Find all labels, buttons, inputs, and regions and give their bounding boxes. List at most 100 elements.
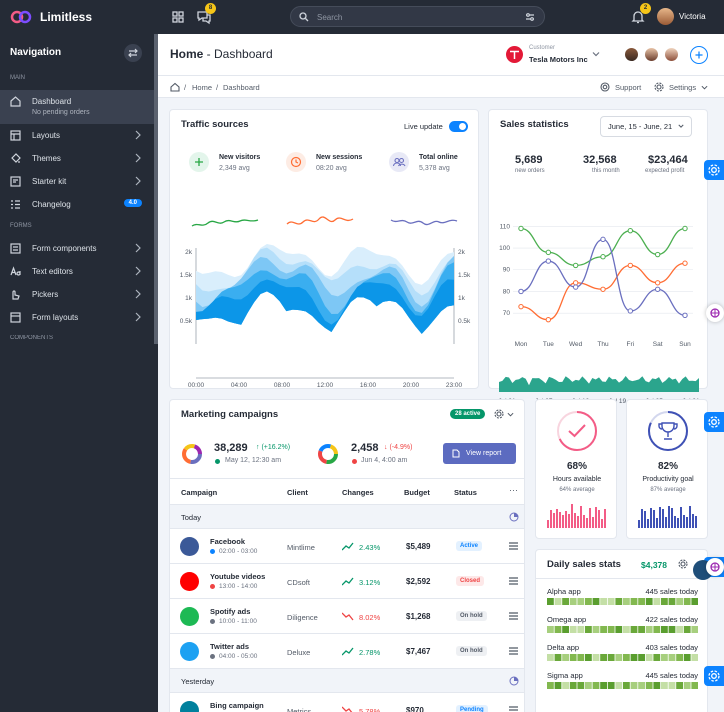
metric-value: 2,458: [351, 442, 379, 454]
status-badge: On hold: [456, 646, 487, 656]
campaign-name[interactable]: Facebook: [210, 537, 246, 546]
user-avatar[interactable]: [657, 8, 674, 25]
chevron-down-icon[interactable]: [507, 411, 514, 418]
spark-bar: [671, 508, 673, 528]
card-title: Sales statistics: [500, 119, 569, 130]
more-options-icon[interactable]: ···: [509, 485, 518, 495]
sidebar-item-form-components[interactable]: Form components: [0, 237, 154, 259]
add-member-icon[interactable]: [690, 46, 708, 64]
campaign-name[interactable]: Twitter ads: [210, 642, 250, 651]
apps-grid-icon[interactable]: [170, 9, 186, 25]
pie-icon[interactable]: [509, 676, 519, 686]
column-header[interactable]: Client: [287, 488, 308, 497]
date-range-select[interactable]: June, 15 - June, 21: [600, 116, 693, 137]
column-header[interactable]: Status: [454, 488, 477, 497]
user-name[interactable]: Victoria: [679, 12, 706, 21]
campaign-name[interactable]: Spotify ads: [210, 607, 251, 616]
view-report-button[interactable]: View report: [443, 443, 516, 464]
app-activity-bar: [547, 654, 698, 661]
theme-settings-button[interactable]: [704, 160, 724, 180]
team-avatar[interactable]: [663, 46, 680, 63]
x-tick-label: 20:00: [403, 382, 420, 389]
logo-icon[interactable]: [10, 9, 32, 25]
data-point: [682, 260, 688, 266]
sidebar-item-pickers[interactable]: Pickers: [0, 283, 154, 305]
data-point: [654, 280, 661, 286]
stream-layer: [196, 279, 454, 334]
list-item[interactable]: Alpha app 445 sales today: [536, 587, 707, 613]
spark-bar: [562, 515, 564, 528]
stat-label: New visitors: [219, 154, 261, 161]
table-row[interactable]: Youtube videos 13:00 - 14:00 CDsoft 3.12…: [170, 563, 524, 598]
theme-settings-button[interactable]: [704, 412, 724, 432]
x-tick-label: Jul 19: [609, 398, 627, 405]
status-dot: [352, 459, 357, 464]
menu-icon[interactable]: [509, 647, 518, 655]
trend-icon: [342, 647, 354, 656]
x-tick-label: 12:00: [317, 382, 334, 389]
table-row[interactable]: Facebook 02:00 - 03:00 Mintlime 2.43% $5…: [170, 528, 524, 563]
x-tick-label: Tue: [543, 341, 554, 348]
menu-icon[interactable]: [509, 706, 518, 712]
filter-sliders-icon[interactable]: [525, 12, 535, 22]
spark-bar: [638, 520, 640, 528]
table-row[interactable]: Bing campaign Metrics 5.78% $970 Pending: [170, 692, 524, 712]
app-name: Delta app: [547, 643, 580, 652]
purchase-button[interactable]: [706, 558, 724, 576]
list-item[interactable]: Delta app 403 sales today: [536, 643, 707, 669]
home-icon[interactable]: [170, 82, 180, 92]
menu-icon[interactable]: [509, 612, 518, 620]
sidebar-item-layouts[interactable]: Layouts: [0, 124, 154, 146]
sidebar-item-changelog[interactable]: Changelog 4.0: [0, 193, 154, 215]
bell-icon[interactable]: [630, 9, 646, 25]
column-header[interactable]: Budget: [404, 488, 430, 497]
team-avatar[interactable]: [623, 46, 640, 63]
search-bar[interactable]: Search: [290, 6, 545, 27]
sidebar-item-themes[interactable]: Themes: [0, 147, 154, 169]
table-row[interactable]: Spotify ads 10:00 - 11:00 Diligence 8.02…: [170, 598, 524, 633]
sidebar-scrollbar[interactable]: [154, 34, 158, 344]
live-update-toggle[interactable]: [449, 121, 468, 132]
settings-link[interactable]: Settings: [669, 83, 697, 92]
purchase-button[interactable]: [706, 304, 724, 322]
list-item[interactable]: Omega app 422 sales today: [536, 615, 707, 641]
clock-icon: [286, 152, 306, 172]
chevron-down-icon[interactable]: [701, 84, 708, 91]
gear-icon[interactable]: [678, 559, 688, 569]
gear-icon[interactable]: [494, 409, 504, 419]
data-point: [682, 225, 688, 232]
search-input[interactable]: Search: [317, 13, 343, 22]
campaign-name[interactable]: Bing campaign: [210, 701, 264, 710]
sidebar-item-text-editors[interactable]: Text editors: [0, 260, 154, 282]
active-badge: 28 active: [450, 409, 486, 419]
chevron-down-icon: [678, 124, 684, 128]
pie-icon[interactable]: [509, 512, 519, 522]
list-item[interactable]: Sigma app 445 sales today: [536, 671, 707, 697]
table-row[interactable]: Twitter ads 04:00 - 05:00 Deluxe 2.78% $…: [170, 633, 524, 668]
sidebar-item-form-layouts[interactable]: Form layouts: [0, 306, 154, 328]
chevron-right-icon: [135, 243, 141, 253]
metric-value: 38,289: [214, 442, 248, 454]
column-header[interactable]: Campaign: [181, 488, 218, 497]
campaign-name[interactable]: Youtube videos: [210, 572, 266, 581]
menu-icon[interactable]: [509, 577, 518, 585]
customer-select[interactable]: Tesla Motors Inc: [529, 55, 588, 64]
breadcrumb-home[interactable]: Home: [192, 83, 213, 92]
column-header[interactable]: Changes: [342, 488, 374, 497]
support-icon: [600, 82, 610, 92]
support-link[interactable]: Support: [615, 83, 642, 92]
trend-icon: [342, 612, 354, 621]
chevron-down-icon[interactable]: [592, 50, 600, 58]
sidebar-item-dashboard[interactable]: Dashboard No pending orders: [0, 90, 154, 124]
sidebar-item-starter-kit[interactable]: Starter kit: [0, 170, 154, 192]
brand-name[interactable]: Limitless: [40, 10, 93, 24]
theme-settings-button[interactable]: [704, 666, 724, 686]
chevron-right-icon: [135, 176, 141, 186]
note-icon: [10, 176, 21, 187]
menu-icon[interactable]: [509, 542, 518, 550]
page-header: Home - Dashboard Customer Tesla Motors I…: [158, 34, 724, 76]
sidebar-toggle-icon[interactable]: [124, 44, 142, 62]
series-line: [520, 238, 686, 316]
team-avatar[interactable]: [643, 46, 660, 63]
hours-available-card: 68% Hours available 64% average: [535, 399, 617, 539]
